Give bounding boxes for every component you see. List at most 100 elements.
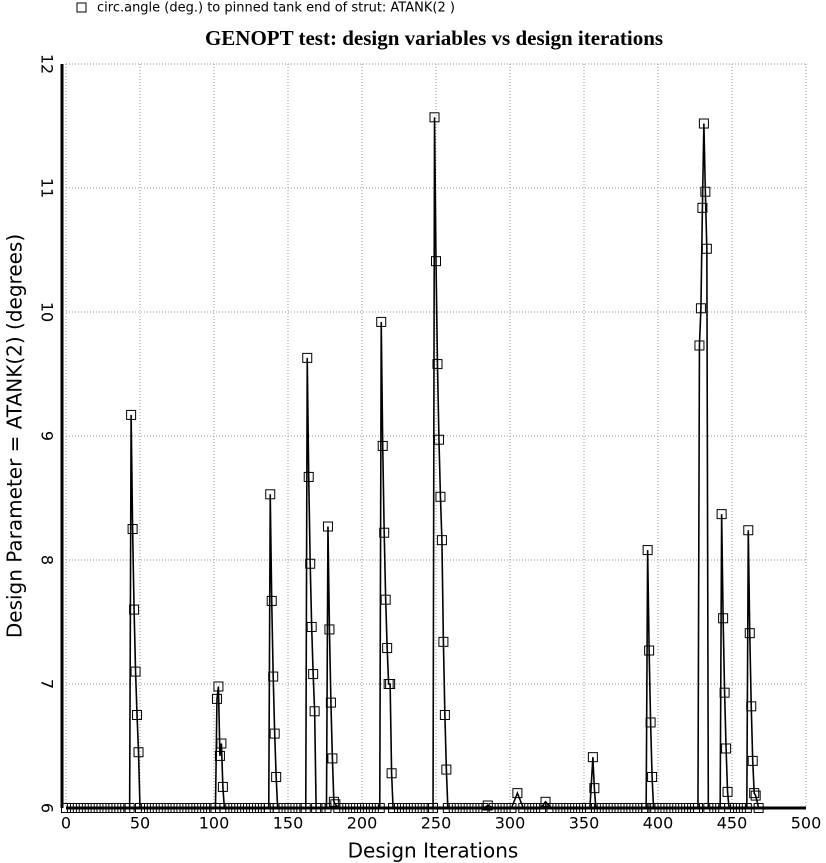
data-point [721, 743, 732, 754]
data-point [584, 803, 595, 813]
data-point [460, 803, 471, 813]
chart-title: GENOPT test: design variables vs design … [205, 26, 663, 50]
data-point [133, 747, 144, 758]
data-point [388, 803, 399, 813]
data-point [386, 768, 397, 779]
y-tick-label: 10 [38, 302, 57, 322]
data-point [170, 803, 181, 813]
data-point [135, 803, 145, 813]
data-point [300, 803, 311, 813]
data-point [90, 803, 101, 813]
data-point [431, 256, 441, 267]
data-point [237, 803, 248, 813]
data-point [718, 613, 729, 624]
data-point [719, 687, 730, 698]
data-point [735, 803, 746, 813]
data-point [558, 803, 569, 813]
data-point [213, 681, 224, 692]
data-point [243, 803, 254, 813]
data-point [626, 803, 637, 813]
data-point [648, 803, 659, 813]
data-point [596, 803, 607, 813]
data-point [164, 803, 175, 813]
data-point [438, 636, 449, 647]
data-point [488, 803, 499, 813]
data-point [743, 525, 754, 536]
data-point [306, 621, 317, 632]
data-point [442, 803, 453, 813]
data-point [644, 645, 655, 656]
data-point [692, 803, 703, 813]
data-point [114, 803, 125, 813]
data-point [339, 803, 350, 813]
y-tick-label: 9 [38, 431, 57, 441]
data-point [188, 803, 199, 813]
data-point [435, 491, 446, 502]
data-point [182, 803, 193, 813]
data-point [377, 440, 388, 451]
data-point [494, 803, 505, 813]
data-point [433, 434, 444, 445]
data-point [530, 803, 541, 813]
data-point [741, 803, 752, 813]
data-point [660, 803, 671, 813]
data-point [290, 803, 301, 813]
data-point [694, 340, 705, 351]
data-point [602, 803, 613, 813]
data-point [564, 803, 575, 813]
x-tick-label: 200 [347, 814, 378, 833]
data-point [744, 628, 755, 639]
data-point [380, 594, 391, 605]
data-point [278, 803, 289, 813]
data-point [382, 643, 393, 654]
data-point [269, 728, 280, 739]
data-point [405, 803, 416, 813]
data-point [703, 803, 714, 813]
data-point [482, 800, 493, 811]
data-point [587, 752, 598, 763]
data-point [608, 803, 619, 813]
data-point [357, 803, 367, 813]
data-point [436, 535, 447, 546]
data-point [84, 803, 95, 813]
data-point [753, 803, 764, 813]
data-point [590, 803, 601, 813]
data-point [102, 803, 113, 813]
data-point [466, 803, 477, 813]
data-point [158, 803, 169, 813]
data-point [724, 803, 735, 813]
data-point [132, 710, 143, 720]
data-point [698, 118, 709, 129]
y-axis-label: Design Parameter = ATANK(2) (degrees) [3, 234, 27, 638]
y-tick-label: 11 [38, 178, 57, 198]
data-point [645, 717, 656, 728]
data-point [385, 679, 396, 689]
data-point [315, 803, 326, 813]
x-tick-label: 350 [569, 814, 600, 833]
y-tick-label: 12 [38, 54, 57, 74]
data-point [66, 803, 77, 813]
data-point [678, 803, 689, 813]
data-point [540, 796, 551, 807]
y-tick-label: 7 [38, 679, 57, 689]
data-point [701, 243, 712, 254]
data-point [729, 803, 740, 813]
data-point [394, 803, 404, 813]
data-point [324, 624, 335, 635]
data-point [225, 803, 236, 813]
data-point [448, 803, 459, 813]
data-point [749, 788, 760, 799]
data-point [374, 803, 385, 813]
data-point [217, 781, 228, 792]
data-point [506, 803, 517, 813]
data-point [284, 803, 295, 813]
data-point [716, 509, 727, 520]
data-point [589, 783, 600, 794]
data-point [411, 803, 422, 813]
data-point [305, 558, 316, 569]
data-point [722, 786, 733, 797]
data-point [127, 524, 138, 534]
x-axis-label: Design Iterations [348, 839, 519, 863]
